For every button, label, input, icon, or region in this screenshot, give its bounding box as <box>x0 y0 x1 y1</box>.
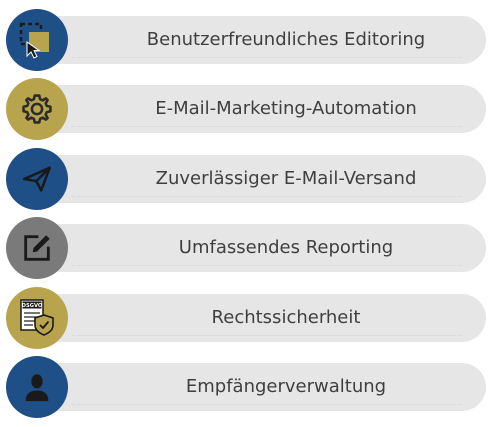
paper-plane-icon <box>6 148 68 210</box>
feature-pill-versand[interactable]: Zuverlässiger E-Mail-Versand <box>36 155 486 203</box>
dsgvo-text: DSGVO <box>22 303 43 309</box>
gear-icon <box>6 78 68 140</box>
feature-pill-reporting[interactable]: Umfassendes Reporting <box>36 224 486 272</box>
feature-pill-editoring[interactable]: Benutzerfreundliches Editoring <box>36 16 486 64</box>
person-icon <box>6 356 68 418</box>
feature-label-empfaenger: Empfängerverwaltung <box>185 376 387 397</box>
feature-pill-automation[interactable]: E-Mail-Marketing-Automation <box>36 85 486 133</box>
feature-label-editoring: Benutzerfreundliches Editoring <box>146 29 426 50</box>
feature-pill-empfaenger[interactable]: Empfängerverwaltung <box>36 363 486 411</box>
feature-row-editoring: Benutzerfreundliches Editoring <box>0 8 501 74</box>
feature-row-empfaenger: Empfängerverwaltung <box>0 355 501 421</box>
drag-select-icon <box>6 9 68 71</box>
dsgvo-shield-icon: DSGVO <box>6 287 68 349</box>
feature-row-automation: E-Mail-Marketing-Automation <box>0 77 501 143</box>
feature-label-recht: Rechtssicherheit <box>211 307 361 328</box>
feature-label-automation: E-Mail-Marketing-Automation <box>155 98 417 119</box>
feature-pill-recht[interactable]: Rechtssicherheit <box>36 294 486 342</box>
feature-row-reporting: Umfassendes Reporting <box>0 216 501 282</box>
feature-label-reporting: Umfassendes Reporting <box>178 237 394 258</box>
feature-row-recht: Rechtssicherheit DSGVO <box>0 286 501 352</box>
feature-row-versand: Zuverlässiger E-Mail-Versand <box>0 147 501 213</box>
feature-label-versand: Zuverlässiger E-Mail-Versand <box>155 168 417 189</box>
edit-icon <box>6 217 68 279</box>
